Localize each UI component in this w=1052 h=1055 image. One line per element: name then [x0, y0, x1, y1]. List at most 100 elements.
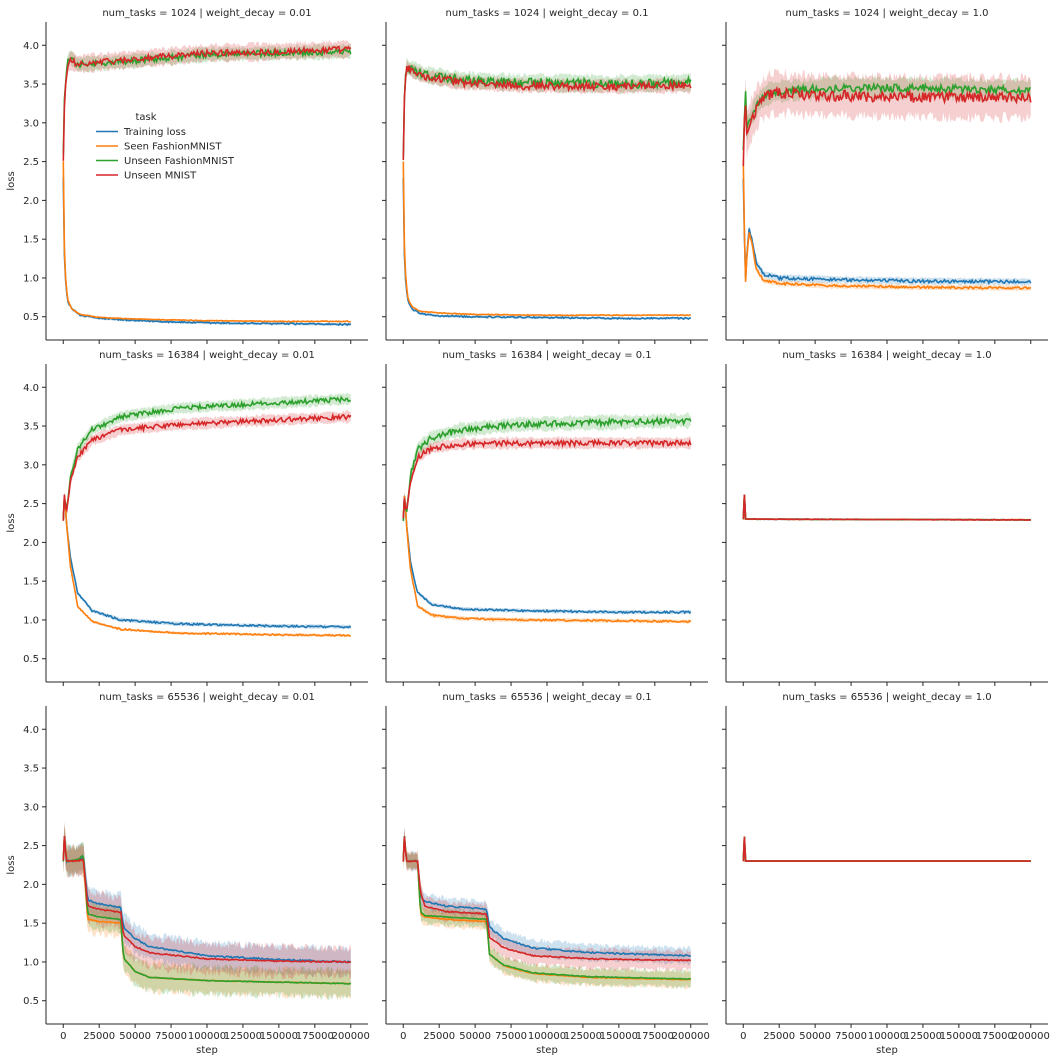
x-tick-label: 200000	[332, 1031, 370, 1042]
series-band	[63, 392, 351, 524]
x-tick-label: 150000	[600, 1031, 638, 1042]
series-lines	[62, 836, 352, 985]
series-line	[402, 438, 692, 519]
series-line	[742, 836, 1031, 862]
x-axis-label: step	[536, 1045, 558, 1055]
panel-title: num_tasks = 16384 | weight_decay = 0.01	[99, 350, 315, 361]
series-band	[63, 826, 351, 1001]
series-lines	[742, 494, 1032, 521]
x-tick-label: 150000	[260, 1031, 298, 1042]
x-tick-label: 0	[740, 1031, 746, 1042]
y-tick-label: 1.0	[23, 957, 39, 968]
series-line	[742, 836, 1031, 862]
y-tick-label: 0.5	[23, 996, 39, 1007]
series-band	[743, 494, 1031, 521]
series-band	[403, 57, 691, 163]
series-line	[62, 496, 352, 629]
series-band	[403, 161, 691, 316]
panel-title: num_tasks = 1024 | weight_decay = 1.0	[786, 8, 989, 19]
y-tick-label: 0.5	[23, 312, 39, 323]
series-band	[403, 827, 691, 990]
series-line	[402, 64, 692, 158]
y-tick-label: 0.5	[23, 654, 39, 665]
series-line	[742, 81, 1032, 151]
legend-entry: Unseen MNIST	[124, 171, 197, 182]
series-lines	[402, 415, 692, 624]
series-band	[403, 827, 691, 966]
x-tick-label: 50000	[799, 1031, 831, 1042]
panel-title: num_tasks = 16384 | weight_decay = 0.1	[442, 350, 651, 361]
x-tick-label: 175000	[976, 1031, 1014, 1042]
series-lines	[742, 81, 1032, 290]
y-tick-label: 1.5	[23, 919, 39, 930]
confidence-bands	[63, 39, 351, 326]
series-line	[402, 415, 692, 522]
x-axis-label: step	[876, 1045, 898, 1055]
series-line	[742, 85, 1032, 167]
x-tick-label: 0	[60, 1031, 66, 1042]
series-line	[402, 836, 691, 957]
series-line	[62, 177, 352, 327]
y-tick-label: 1.5	[23, 577, 39, 588]
series-line	[62, 161, 351, 323]
x-tick-label: 150000	[940, 1031, 978, 1042]
series-band	[743, 493, 1031, 521]
y-axis-label: loss	[6, 855, 17, 874]
series-line	[402, 836, 692, 962]
series-band	[63, 175, 351, 326]
y-tick-label: 2.5	[23, 841, 39, 852]
series-band	[63, 825, 351, 980]
series-band	[63, 160, 351, 323]
series-band	[403, 412, 691, 527]
x-tick-label: 175000	[636, 1031, 674, 1042]
series-band	[403, 827, 691, 972]
panel-title: num_tasks = 65536 | weight_decay = 1.0	[782, 692, 991, 703]
confidence-bands	[743, 493, 1031, 521]
series-lines	[402, 64, 692, 321]
panel-title: num_tasks = 1024 | weight_decay = 0.01	[102, 8, 311, 19]
confidence-bands	[63, 392, 351, 638]
panel-9: num_tasks = 65536 | weight_decay = 1.0 0 2…	[722, 692, 1050, 1055]
panel-2: num_tasks = 1024 | weight_decay = 0.1	[382, 8, 708, 344]
series-lines	[742, 836, 1031, 862]
x-axis-label: step	[196, 1045, 218, 1055]
series-line	[62, 836, 352, 964]
panel-4: num_tasks = 16384 | weight_decay = 0.01 0…	[6, 350, 368, 686]
series-line	[402, 495, 692, 624]
y-tick-label: 1.5	[23, 235, 39, 246]
series-line	[402, 161, 691, 317]
panel-3: num_tasks = 1024 | weight_decay = 1.0	[722, 8, 1048, 344]
x-tick-label: 200000	[1012, 1031, 1050, 1042]
legend: task Training loss Seen FashionMNIST Unseen…	[96, 112, 235, 182]
series-band	[743, 173, 1031, 286]
y-tick-label: 3.5	[23, 764, 39, 775]
y-tick-label: 3.0	[23, 802, 39, 813]
x-tick-label: 200000	[672, 1031, 710, 1042]
series-band	[63, 410, 351, 524]
series-band	[63, 820, 351, 1001]
y-tick-label: 4.0	[23, 383, 39, 394]
legend-entry: Seen FashionMNIST	[124, 142, 222, 153]
series-line	[62, 495, 351, 638]
series-line	[402, 177, 692, 321]
y-tick-label: 2.5	[23, 157, 39, 168]
series-band	[63, 494, 351, 630]
x-tick-label: 75000	[835, 1031, 867, 1042]
legend-title: task	[135, 112, 156, 123]
series-band	[403, 494, 691, 615]
y-tick-label: 4.0	[23, 725, 39, 736]
series-line	[742, 494, 1031, 521]
series-band	[743, 494, 1031, 521]
series-line	[742, 494, 1031, 521]
panel-title: num_tasks = 65536 | weight_decay = 0.01	[99, 692, 315, 703]
y-axis-label: loss	[6, 513, 17, 532]
series-line	[62, 412, 352, 521]
confidence-bands	[743, 68, 1031, 292]
x-tick-label: 50000	[459, 1031, 491, 1042]
series-band	[403, 175, 691, 320]
series-line	[402, 836, 691, 981]
series-line	[402, 65, 692, 161]
y-tick-label: 3.0	[23, 460, 39, 471]
x-tick-label: 75000	[495, 1031, 527, 1042]
confidence-bands	[403, 827, 691, 990]
